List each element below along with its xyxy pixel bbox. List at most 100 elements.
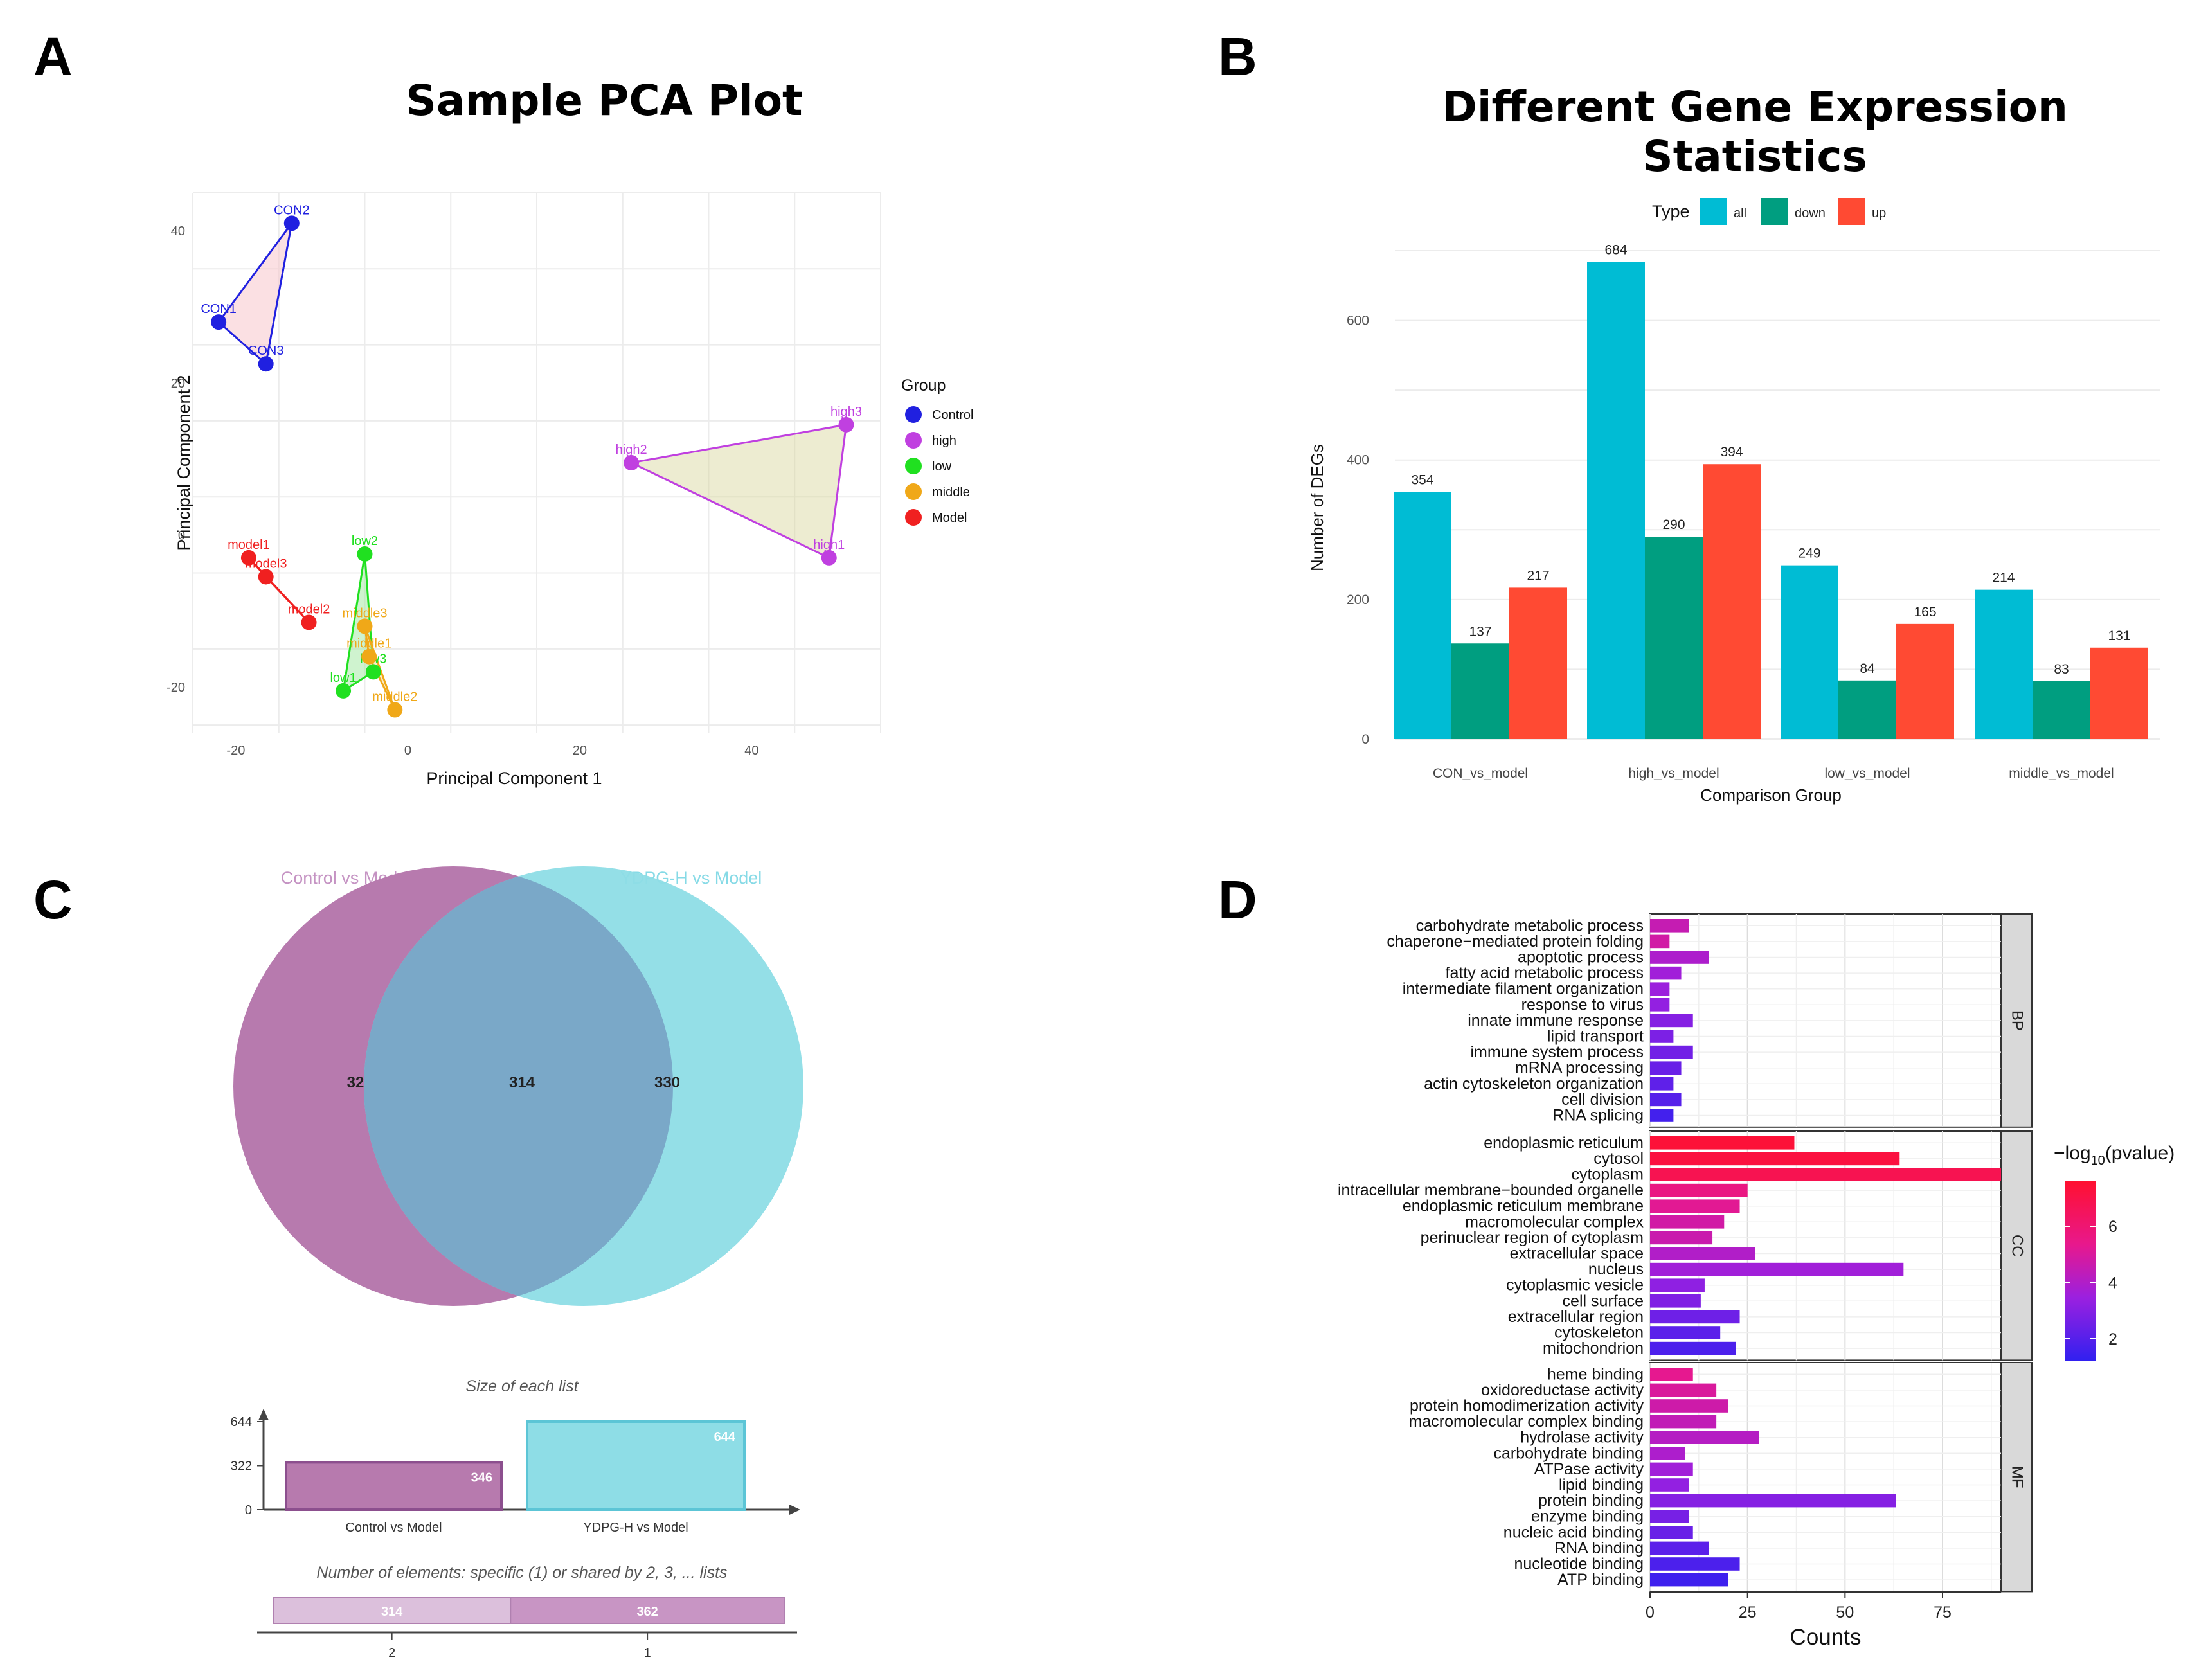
go-bar xyxy=(1650,982,1670,996)
go-term-label: hydrolase activity xyxy=(1520,1429,1644,1447)
colorbar-title-main: −log xyxy=(2054,1143,2091,1164)
go-term-label: RNA splicing xyxy=(1552,1107,1644,1125)
legend-label-down: down xyxy=(1795,206,1826,220)
bar-value-label: 290 xyxy=(1662,517,1685,532)
bar-up-high_vs_model xyxy=(1703,464,1761,739)
facet-panel-cc xyxy=(1649,1130,2002,1361)
point-high1 xyxy=(821,550,837,566)
go-bar xyxy=(1650,1462,1693,1476)
hull-high xyxy=(628,424,848,560)
go-bar xyxy=(1650,1061,1682,1075)
go-bar xyxy=(1650,1447,1685,1460)
size-bar-a xyxy=(285,1461,503,1511)
size-chart-title: Size of each list xyxy=(465,1377,579,1395)
colorbar-tick-label: 2 xyxy=(2108,1330,2117,1348)
go-term-label: apoptotic process xyxy=(1518,949,1644,967)
go-bar xyxy=(1650,1557,1740,1571)
go-bar xyxy=(1650,1383,1717,1397)
go-bar xyxy=(1650,1215,1725,1229)
point-con1 xyxy=(211,314,227,330)
y-tick-label: 200 xyxy=(1347,593,1369,607)
go-bar xyxy=(1650,1045,1693,1059)
go-bar xyxy=(1650,1294,1701,1308)
y-axis-label: Number of DEGs xyxy=(1307,444,1327,571)
go-bar xyxy=(1650,1014,1693,1028)
point-label-middle2: middle2 xyxy=(372,690,417,704)
go-term-label: protein homodimerization activity xyxy=(1410,1397,1644,1415)
bar-down-con_vs_model xyxy=(1451,643,1509,739)
elements-bar-2 xyxy=(273,1597,512,1624)
point-middle1 xyxy=(361,648,377,665)
hull-control xyxy=(217,222,293,366)
legend-swatch-low xyxy=(905,458,922,474)
y-tick-label: 20 xyxy=(171,377,185,391)
elements-bar-1 xyxy=(510,1597,785,1624)
go-bar xyxy=(1650,1077,1674,1091)
point-low1 xyxy=(336,683,352,699)
elements-bar-value: 362 xyxy=(636,1605,658,1619)
facet-strip-cc xyxy=(2000,1130,2033,1361)
facet-panel-mf xyxy=(1649,1362,2002,1593)
x-tick-label: 50 xyxy=(1836,1604,1854,1622)
go-term-label: lipid binding xyxy=(1559,1476,1644,1494)
facet-strip-label: CC xyxy=(2009,1235,2026,1257)
go-term-label: mitochondrion xyxy=(1543,1339,1644,1357)
go-bar xyxy=(1650,1262,1904,1276)
go-bar xyxy=(1650,1199,1740,1213)
legend-label-high: high xyxy=(932,434,956,448)
legend-swatch-up xyxy=(1838,198,1865,225)
go-term-label: intermediate filament organization xyxy=(1403,980,1644,998)
point-label-high3: high3 xyxy=(830,405,862,419)
go-term-label: perinuclear region of cytoplasm xyxy=(1421,1229,1644,1247)
bar-all-high_vs_model xyxy=(1587,262,1645,739)
size-bar-value: 644 xyxy=(714,1430,736,1444)
legend-label-low: low xyxy=(932,460,952,474)
x-tick-label: high_vs_model xyxy=(1628,766,1719,781)
facet-strip-mf xyxy=(2000,1362,2033,1593)
deg-bar-chart: 0 200 400 600 Number of DEGs 354 137 217 CON_vs_… xyxy=(1307,198,2160,805)
legend-label-middle: middle xyxy=(932,485,970,499)
size-bar-label: Control vs Model xyxy=(345,1521,442,1535)
go-term-label: cell surface xyxy=(1563,1292,1644,1310)
point-label-low2: low2 xyxy=(352,534,378,548)
y-axis-label: Principal Component 2 xyxy=(174,375,193,550)
go-bar xyxy=(1650,1136,1795,1150)
facet-strip-label: BP xyxy=(2009,1010,2026,1031)
legend-label-model: Model xyxy=(932,511,967,525)
go-term-label: oxidoreductase activity xyxy=(1481,1381,1644,1399)
bar-value-label: 137 xyxy=(1469,624,1491,639)
go-term-label: enzyme binding xyxy=(1531,1508,1644,1526)
size-chart-tick-label: 0 xyxy=(245,1503,252,1517)
go-bar xyxy=(1650,998,1670,1012)
bar-value-label: 131 xyxy=(2108,629,2130,643)
go-term-label: cell division xyxy=(1561,1091,1644,1109)
colorbar-tick-label: 4 xyxy=(2108,1274,2117,1292)
size-bar-value: 346 xyxy=(471,1470,492,1485)
legend-label-all: all xyxy=(1734,206,1746,220)
go-bar xyxy=(1650,1093,1682,1107)
size-chart-tick-label: 322 xyxy=(231,1460,252,1474)
deg-title: Different Gene Expression Statistics xyxy=(1442,82,2068,181)
go-bar xyxy=(1650,1415,1717,1429)
go-term-label: immune system process xyxy=(1470,1043,1644,1061)
go-term-label: carbohydrate metabolic process xyxy=(1416,916,1644,934)
go-term-label: cytoplasm xyxy=(1571,1166,1644,1184)
go-term-label: heme binding xyxy=(1547,1365,1644,1383)
x-tick-label: 0 xyxy=(404,744,411,758)
go-term-label: protein binding xyxy=(1538,1492,1644,1510)
point-high2 xyxy=(624,455,640,470)
bar-up-con_vs_model xyxy=(1509,587,1567,739)
elements-chart-title: Number of elements: specific (1) or shar… xyxy=(316,1564,727,1582)
y-tick-label: -20 xyxy=(166,681,185,695)
point-label-con2: CON2 xyxy=(274,203,310,217)
go-term-label: cytoskeleton xyxy=(1554,1324,1644,1342)
venn-count-intersection: 314 xyxy=(509,1074,535,1091)
bar-down-low_vs_model xyxy=(1838,680,1896,739)
point-label-middle3: middle3 xyxy=(342,606,387,620)
point-model3 xyxy=(258,569,274,585)
go-bar xyxy=(1650,1431,1759,1444)
go-bar xyxy=(1650,1109,1674,1122)
point-label-high1: high1 xyxy=(813,538,845,552)
bar-all-low_vs_model xyxy=(1781,565,1838,739)
colorbar-title-sub: 10 xyxy=(2091,1154,2105,1168)
